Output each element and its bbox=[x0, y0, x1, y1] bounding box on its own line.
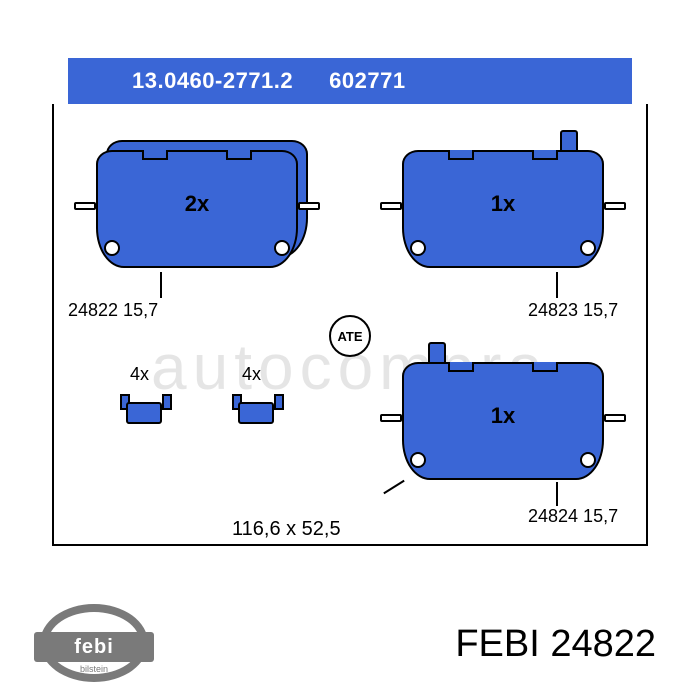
pad-pin bbox=[298, 202, 320, 210]
manufacturer-logo-text: ATE bbox=[329, 315, 371, 357]
clip-tab bbox=[274, 394, 284, 410]
clip-multiplier: 4x bbox=[242, 364, 261, 385]
clip-left bbox=[120, 392, 172, 434]
annotation-top-right: 24823 15,7 bbox=[528, 300, 618, 321]
pad-pin bbox=[604, 414, 626, 422]
pad-notch bbox=[448, 150, 474, 160]
part-number-primary: 13.0460-2771.2 bbox=[132, 68, 293, 94]
header-band: 13.0460-2771.2 602771 bbox=[68, 58, 632, 104]
footer-text: FEBI 24822 bbox=[455, 623, 656, 666]
manufacturer-logo: ATE bbox=[326, 316, 374, 356]
pad-multiplier: 2x bbox=[185, 191, 209, 217]
clip-body bbox=[126, 402, 162, 424]
annotation-top-left: 24822 15,7 bbox=[68, 300, 158, 321]
pad-pin bbox=[380, 414, 402, 422]
pad-notch bbox=[226, 150, 252, 160]
pad-multiplier: 1x bbox=[491, 191, 515, 217]
pad-notch bbox=[448, 362, 474, 372]
pad-bottom-right: 1x bbox=[402, 362, 604, 480]
diagram-frame: 13.0460-2771.2 602771 autocompra 2x 2482… bbox=[0, 0, 700, 700]
pad-hole bbox=[104, 240, 120, 256]
pad-hole bbox=[410, 452, 426, 468]
clip-multiplier: 4x bbox=[130, 364, 149, 385]
wear-sensor-icon bbox=[560, 130, 578, 152]
wear-sensor-icon bbox=[428, 342, 446, 364]
pad-hole bbox=[410, 240, 426, 256]
pad-top-right: 1x bbox=[402, 150, 604, 268]
pad-top-left: 2x bbox=[96, 150, 298, 268]
febi-logo-main: febi bbox=[34, 632, 154, 662]
leader-line bbox=[556, 272, 558, 298]
pad-notch bbox=[532, 150, 558, 160]
pad-notch bbox=[532, 362, 558, 372]
clip-tab bbox=[162, 394, 172, 410]
leader-line bbox=[556, 482, 558, 506]
pad-multiplier: 1x bbox=[491, 403, 515, 429]
pad-notch bbox=[142, 150, 168, 160]
part-number-secondary: 602771 bbox=[329, 68, 405, 94]
dimension-text: 116,6 x 52,5 bbox=[232, 518, 341, 541]
febi-logo: febi bilstein bbox=[40, 604, 148, 682]
pad-hole bbox=[580, 452, 596, 468]
clip-right bbox=[232, 392, 284, 434]
pad-pin bbox=[74, 202, 96, 210]
pad-hole bbox=[580, 240, 596, 256]
leader-line bbox=[160, 272, 162, 298]
pad-pin bbox=[604, 202, 626, 210]
pad-hole bbox=[274, 240, 290, 256]
annotation-bottom-right: 24824 15,7 bbox=[528, 506, 618, 527]
footer: febi bilstein FEBI 24822 bbox=[0, 588, 700, 700]
pad-pin bbox=[380, 202, 402, 210]
febi-logo-sub: bilstein bbox=[40, 664, 148, 674]
clip-body bbox=[238, 402, 274, 424]
